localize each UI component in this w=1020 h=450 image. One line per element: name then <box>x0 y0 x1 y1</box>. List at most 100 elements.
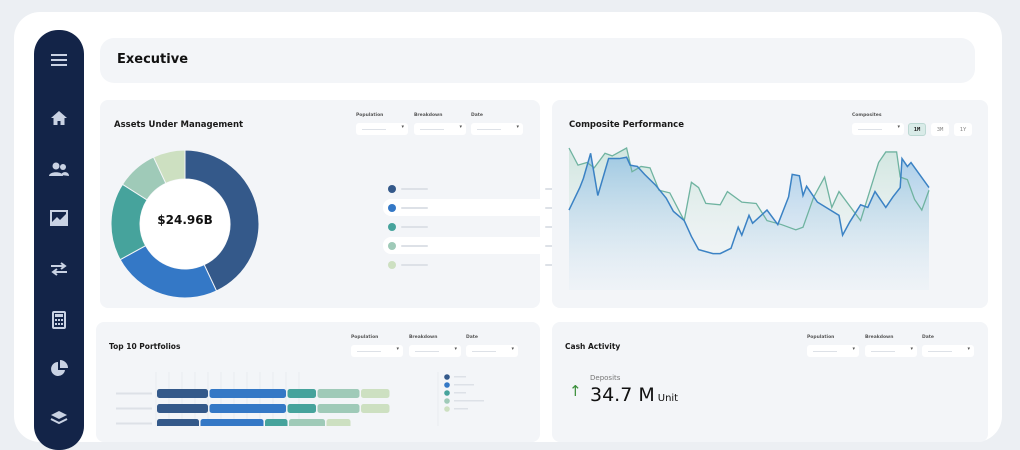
legend-label-placeholder <box>454 384 474 386</box>
cash-card: Cash Activity Population ▾ Breakdown ▾ Dat… <box>552 322 988 442</box>
breakdown-filter[interactable]: Breakdown ▾ <box>865 335 917 357</box>
legend-swatch <box>388 222 396 231</box>
legend-value-placeholder <box>545 225 558 228</box>
composites-select[interactable]: ▾ <box>852 123 904 135</box>
legend-name-placeholder <box>401 206 428 209</box>
legend-swatch <box>388 203 396 212</box>
chevron-down-icon: ▾ <box>454 346 457 352</box>
filter-label: Breakdown <box>414 113 443 118</box>
deposits-metric: 34.7 M Unit <box>590 384 678 406</box>
bar-segment[interactable] <box>265 419 288 426</box>
users-icon[interactable] <box>34 157 84 181</box>
transfer-icon[interactable] <box>34 257 84 281</box>
bar-segment[interactable] <box>326 419 351 426</box>
bar-segment[interactable] <box>157 389 208 398</box>
top10-bar-chart <box>116 372 484 426</box>
composite-line-chart <box>568 147 930 290</box>
aum-total: $24.96B <box>157 213 213 227</box>
bar-segment[interactable] <box>200 419 264 426</box>
legend-swatch <box>444 398 450 404</box>
menu-icon[interactable] <box>34 48 84 72</box>
population-filter[interactable]: Population ▾ <box>356 113 408 135</box>
population-select[interactable]: ▾ <box>351 345 403 357</box>
chevron-down-icon: ▾ <box>910 346 913 352</box>
chevron-down-icon: ▾ <box>459 124 462 130</box>
population-select[interactable]: ▾ <box>356 123 408 135</box>
row-label-placeholder <box>116 392 152 395</box>
legend-value-placeholder <box>545 187 558 190</box>
page-title: Executive <box>117 52 189 67</box>
composites-filter[interactable]: Composites ▾ <box>852 113 904 135</box>
bar-segment[interactable] <box>317 389 360 398</box>
chevron-down-icon: ▾ <box>897 124 900 130</box>
filter-label: Population <box>351 335 379 340</box>
pie-chart-icon[interactable] <box>34 357 84 381</box>
filter-label: Date <box>471 113 483 118</box>
chevron-down-icon: ▾ <box>852 346 855 352</box>
legend-label-placeholder <box>454 408 468 410</box>
top10-title: Top 10 Portfolios <box>109 342 181 351</box>
legend-name-placeholder <box>401 244 428 247</box>
row-label-placeholder <box>116 407 152 410</box>
bar-segment[interactable] <box>209 389 287 398</box>
row-label-placeholder <box>116 422 152 425</box>
filter-label: Population <box>807 335 835 340</box>
timeframe-1y-button[interactable]: 1Y <box>954 123 972 136</box>
legend-swatch <box>444 406 450 412</box>
breakdown-select[interactable]: ▾ <box>865 345 917 357</box>
filter-label: Population <box>356 113 384 118</box>
bar-segment[interactable] <box>157 419 199 426</box>
date-filter[interactable]: Date ▾ <box>922 335 974 357</box>
legend-swatch <box>388 241 396 250</box>
timeframe-3m-button[interactable]: 3M <box>931 123 949 136</box>
filter-label: Date <box>922 335 934 340</box>
breakdown-filter[interactable]: Breakdown ▾ <box>414 113 466 135</box>
breakdown-select[interactable]: ▾ <box>409 345 461 357</box>
home-icon[interactable] <box>34 106 84 130</box>
calculator-icon[interactable] <box>34 308 84 332</box>
filter-label: Date <box>466 335 478 340</box>
layers-icon[interactable] <box>34 406 84 430</box>
date-filter[interactable]: Date ▾ <box>471 113 523 135</box>
donut-center <box>140 179 230 269</box>
legend-name-placeholder <box>401 187 428 190</box>
chevron-down-icon: ▾ <box>511 346 514 352</box>
chevron-down-icon: ▾ <box>401 124 404 130</box>
chevron-down-icon: ▾ <box>396 346 399 352</box>
filter-label: Breakdown <box>865 335 894 340</box>
aum-card: Assets Under Management Population ▾ Brea… <box>100 100 613 308</box>
deposits-value: 34.7 M <box>590 384 655 406</box>
population-select[interactable]: ▾ <box>807 345 859 357</box>
legend-value-placeholder <box>545 206 558 209</box>
bar-segment[interactable] <box>361 389 390 398</box>
cash-title: Cash Activity <box>565 342 621 351</box>
timeframe-1m-button[interactable]: 1M <box>908 123 926 136</box>
population-filter[interactable]: Population ▾ <box>807 335 859 357</box>
bar-segment[interactable] <box>317 404 360 413</box>
date-select[interactable]: ▾ <box>466 345 518 357</box>
date-filter[interactable]: Date ▾ <box>466 335 518 357</box>
bar-segment[interactable] <box>287 404 317 413</box>
chart-icon[interactable] <box>34 206 84 230</box>
bar-segment[interactable] <box>157 404 208 413</box>
bar-segment[interactable] <box>289 419 325 426</box>
legend-label-placeholder <box>454 376 466 378</box>
filter-label: Breakdown <box>409 335 438 340</box>
bar-segment[interactable] <box>361 404 390 413</box>
legend-label-placeholder <box>454 392 466 394</box>
date-select[interactable]: ▾ <box>922 345 974 357</box>
up-arrow-icon: ↑ <box>569 382 582 400</box>
legend-swatch <box>444 382 450 388</box>
breakdown-select[interactable]: ▾ <box>414 123 466 135</box>
date-select[interactable]: ▾ <box>471 123 523 135</box>
page-header: Executive <box>100 38 975 83</box>
legend-value-placeholder <box>545 244 558 247</box>
bar-segment[interactable] <box>209 404 287 413</box>
aum-title: Assets Under Management <box>114 120 244 130</box>
legend-value-placeholder <box>545 263 558 266</box>
legend-swatch <box>444 374 450 380</box>
population-filter[interactable]: Population ▾ <box>351 335 403 357</box>
bar-segment[interactable] <box>287 389 317 398</box>
aum-donut-chart <box>110 149 260 299</box>
breakdown-filter[interactable]: Breakdown ▾ <box>409 335 461 357</box>
